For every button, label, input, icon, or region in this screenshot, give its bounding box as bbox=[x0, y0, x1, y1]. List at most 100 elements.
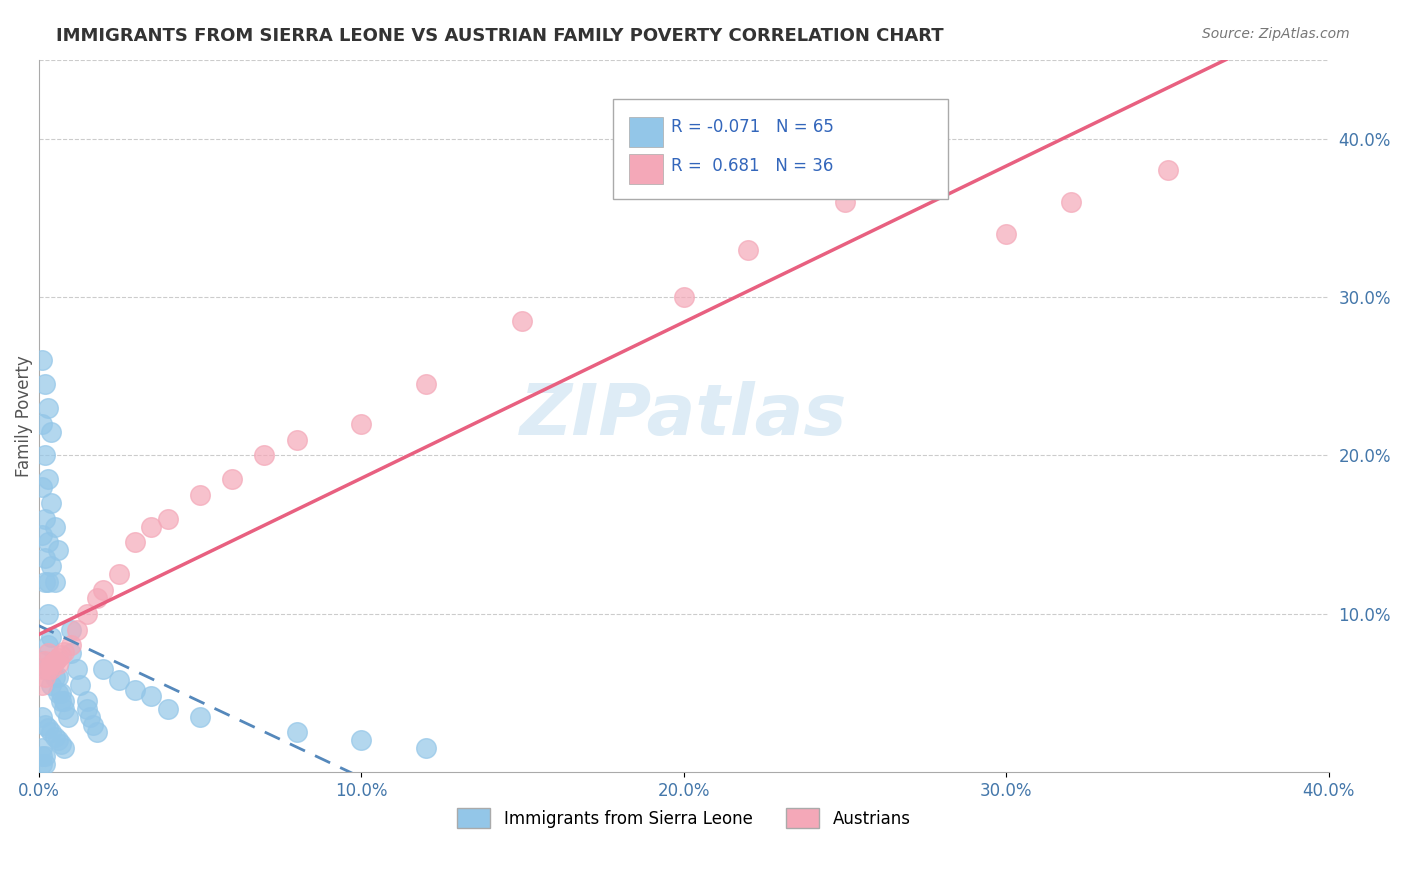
Point bbox=[31, 480, 53, 494]
FancyBboxPatch shape bbox=[630, 117, 664, 146]
Point bbox=[31, 709, 53, 723]
Text: IMMIGRANTS FROM SIERRA LEONE VS AUSTRIAN FAMILY POVERTY CORRELATION CHART: IMMIGRANTS FROM SIERRA LEONE VS AUSTRIAN… bbox=[56, 27, 943, 45]
Point bbox=[66, 623, 89, 637]
Point bbox=[108, 567, 131, 582]
Point bbox=[141, 519, 163, 533]
Point bbox=[31, 678, 53, 692]
Point bbox=[34, 449, 56, 463]
Point bbox=[41, 678, 63, 692]
Point bbox=[79, 709, 101, 723]
Point bbox=[737, 243, 759, 257]
Point bbox=[44, 575, 66, 590]
Point bbox=[108, 673, 131, 688]
Point bbox=[41, 631, 63, 645]
Point bbox=[350, 417, 373, 431]
Point bbox=[53, 702, 76, 716]
Point bbox=[34, 377, 56, 392]
Point bbox=[37, 535, 59, 549]
Point bbox=[49, 686, 72, 700]
Point bbox=[124, 535, 146, 549]
Text: R =  0.681   N = 36: R = 0.681 N = 36 bbox=[671, 158, 834, 176]
Point bbox=[156, 512, 179, 526]
Point bbox=[49, 694, 72, 708]
Point bbox=[46, 686, 69, 700]
Point bbox=[69, 678, 91, 692]
Point bbox=[34, 551, 56, 566]
Point bbox=[44, 730, 66, 744]
Point bbox=[53, 741, 76, 756]
Point bbox=[37, 401, 59, 415]
Point bbox=[37, 575, 59, 590]
Point bbox=[31, 749, 53, 764]
Point bbox=[31, 757, 53, 772]
Point bbox=[46, 651, 69, 665]
Point bbox=[34, 749, 56, 764]
Point bbox=[53, 694, 76, 708]
Point bbox=[37, 662, 59, 676]
Point bbox=[221, 472, 243, 486]
Point bbox=[76, 694, 98, 708]
Point bbox=[41, 657, 63, 672]
Point bbox=[34, 654, 56, 668]
Point bbox=[76, 702, 98, 716]
Point bbox=[37, 639, 59, 653]
Point bbox=[34, 575, 56, 590]
Point bbox=[46, 657, 69, 672]
Point bbox=[44, 654, 66, 668]
Point bbox=[49, 737, 72, 751]
Point bbox=[41, 725, 63, 739]
Point bbox=[285, 433, 308, 447]
Point bbox=[34, 717, 56, 731]
Point bbox=[141, 689, 163, 703]
Point bbox=[41, 425, 63, 439]
Point bbox=[834, 195, 856, 210]
Point bbox=[82, 717, 104, 731]
Point bbox=[31, 654, 53, 668]
Point bbox=[44, 519, 66, 533]
Text: Source: ZipAtlas.com: Source: ZipAtlas.com bbox=[1202, 27, 1350, 41]
Point bbox=[59, 646, 82, 660]
Point bbox=[512, 314, 534, 328]
Point bbox=[37, 721, 59, 735]
Point bbox=[49, 648, 72, 662]
Point bbox=[86, 591, 108, 605]
Point bbox=[415, 377, 437, 392]
Point bbox=[41, 559, 63, 574]
Point bbox=[76, 607, 98, 621]
Point bbox=[37, 646, 59, 660]
Point bbox=[350, 733, 373, 747]
FancyBboxPatch shape bbox=[613, 99, 948, 199]
Point bbox=[34, 670, 56, 684]
Point bbox=[56, 709, 79, 723]
FancyBboxPatch shape bbox=[630, 154, 664, 185]
Point bbox=[44, 670, 66, 684]
Point bbox=[285, 725, 308, 739]
Point bbox=[59, 639, 82, 653]
Point bbox=[46, 543, 69, 558]
Point bbox=[31, 741, 53, 756]
Point bbox=[156, 702, 179, 716]
Point bbox=[44, 654, 66, 668]
Point bbox=[31, 417, 53, 431]
Point bbox=[188, 488, 211, 502]
Text: ZIPatlas: ZIPatlas bbox=[520, 381, 848, 450]
Point bbox=[46, 670, 69, 684]
Point bbox=[37, 607, 59, 621]
Point bbox=[31, 527, 53, 541]
Point bbox=[1060, 195, 1083, 210]
Point bbox=[188, 709, 211, 723]
Point bbox=[41, 662, 63, 676]
Y-axis label: Family Poverty: Family Poverty bbox=[15, 355, 32, 476]
Legend: Immigrants from Sierra Leone, Austrians: Immigrants from Sierra Leone, Austrians bbox=[450, 801, 917, 835]
Point bbox=[31, 662, 53, 676]
Point bbox=[34, 757, 56, 772]
Point bbox=[53, 645, 76, 659]
Text: R = -0.071   N = 65: R = -0.071 N = 65 bbox=[671, 119, 834, 136]
Point bbox=[31, 353, 53, 368]
Point bbox=[91, 582, 114, 597]
Point bbox=[66, 662, 89, 676]
Point bbox=[59, 623, 82, 637]
Point bbox=[1156, 163, 1178, 178]
Point bbox=[124, 682, 146, 697]
Point bbox=[37, 472, 59, 486]
